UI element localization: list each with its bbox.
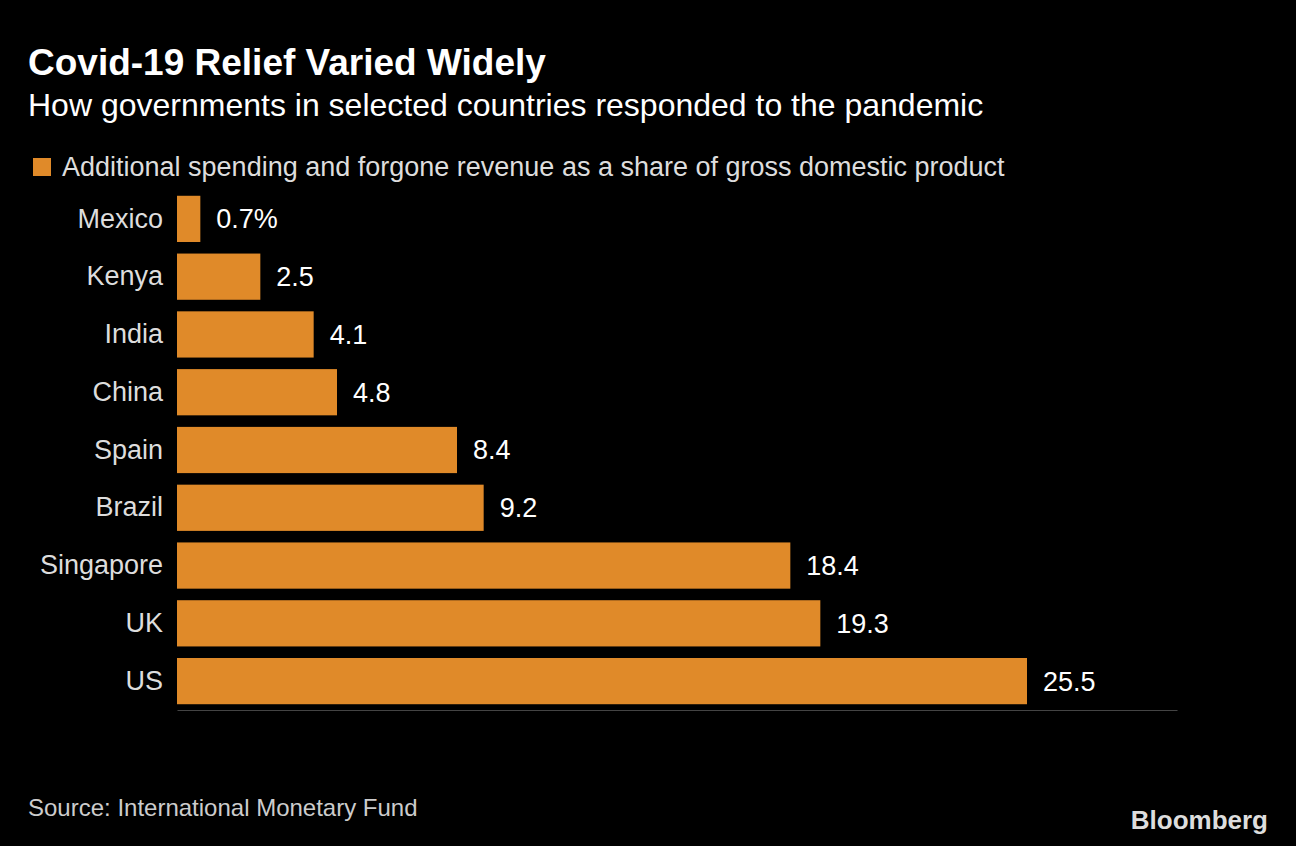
- x-axis-line: [178, 710, 1178, 711]
- y-tick: US: [125, 666, 163, 696]
- y-tick-label: US: [125, 666, 163, 696]
- bar: [177, 427, 457, 473]
- legend-label: Additional spending and forgone revenue …: [62, 152, 1005, 182]
- data-label: 2.5: [276, 262, 314, 292]
- data-label: 25.5: [1043, 667, 1096, 697]
- y-tick-label: China: [92, 377, 164, 407]
- bar: [177, 658, 1027, 704]
- chart: Covid-19 Relief Varied Widely How governm…: [0, 0, 1296, 846]
- bar: [177, 254, 260, 300]
- y-tick-label: Kenya: [86, 261, 164, 291]
- data-label: 8.4: [473, 435, 511, 465]
- data-label: 4.8: [353, 378, 391, 408]
- bars: [177, 196, 1027, 704]
- y-tick: China: [92, 377, 164, 407]
- y-tick: Singapore: [40, 550, 163, 580]
- title: Covid-19 Relief Varied Widely: [28, 42, 546, 83]
- y-tick-label: Brazil: [95, 492, 163, 522]
- data-label: 0.7%: [216, 204, 278, 234]
- y-tick-label: India: [104, 319, 164, 349]
- x-axis: [178, 710, 1178, 711]
- y-axis: Mexico Kenya India China Spain Brazil Singapor…: [40, 204, 164, 696]
- source: Source: International Monetary Fund: [28, 794, 418, 821]
- background: [0, 0, 1296, 846]
- logo: Bloomberg: [1131, 805, 1268, 835]
- data-label: 4.1: [330, 320, 368, 350]
- data-label: 19.3: [836, 609, 889, 639]
- y-tick: Mexico: [77, 204, 163, 234]
- y-tick-label: UK: [125, 608, 163, 638]
- y-tick-label: Singapore: [40, 550, 163, 580]
- data-label: 9.2: [500, 493, 538, 523]
- bar: [177, 542, 790, 588]
- y-tick-label: Mexico: [77, 204, 163, 234]
- y-tick: India: [104, 319, 164, 349]
- data-label: 18.4: [806, 551, 859, 581]
- bar: [177, 196, 200, 242]
- bar: [177, 600, 820, 646]
- subtitle: How governments in selected countries re…: [28, 87, 983, 123]
- legend: Additional spending and forgone revenue …: [33, 152, 1005, 182]
- y-tick: UK: [125, 608, 163, 638]
- y-tick: Spain: [94, 435, 163, 465]
- y-tick: Brazil: [95, 492, 163, 522]
- bar: [177, 485, 484, 531]
- bar: [177, 311, 314, 357]
- data-labels: 0.7% 2.5 4.1 4.8 8.4 9.2 18.4 19.3 25.5: [216, 204, 1095, 696]
- bar: [177, 369, 337, 415]
- y-tick-label: Spain: [94, 435, 163, 465]
- legend-swatch: [33, 158, 51, 176]
- y-tick: Kenya: [86, 261, 164, 291]
